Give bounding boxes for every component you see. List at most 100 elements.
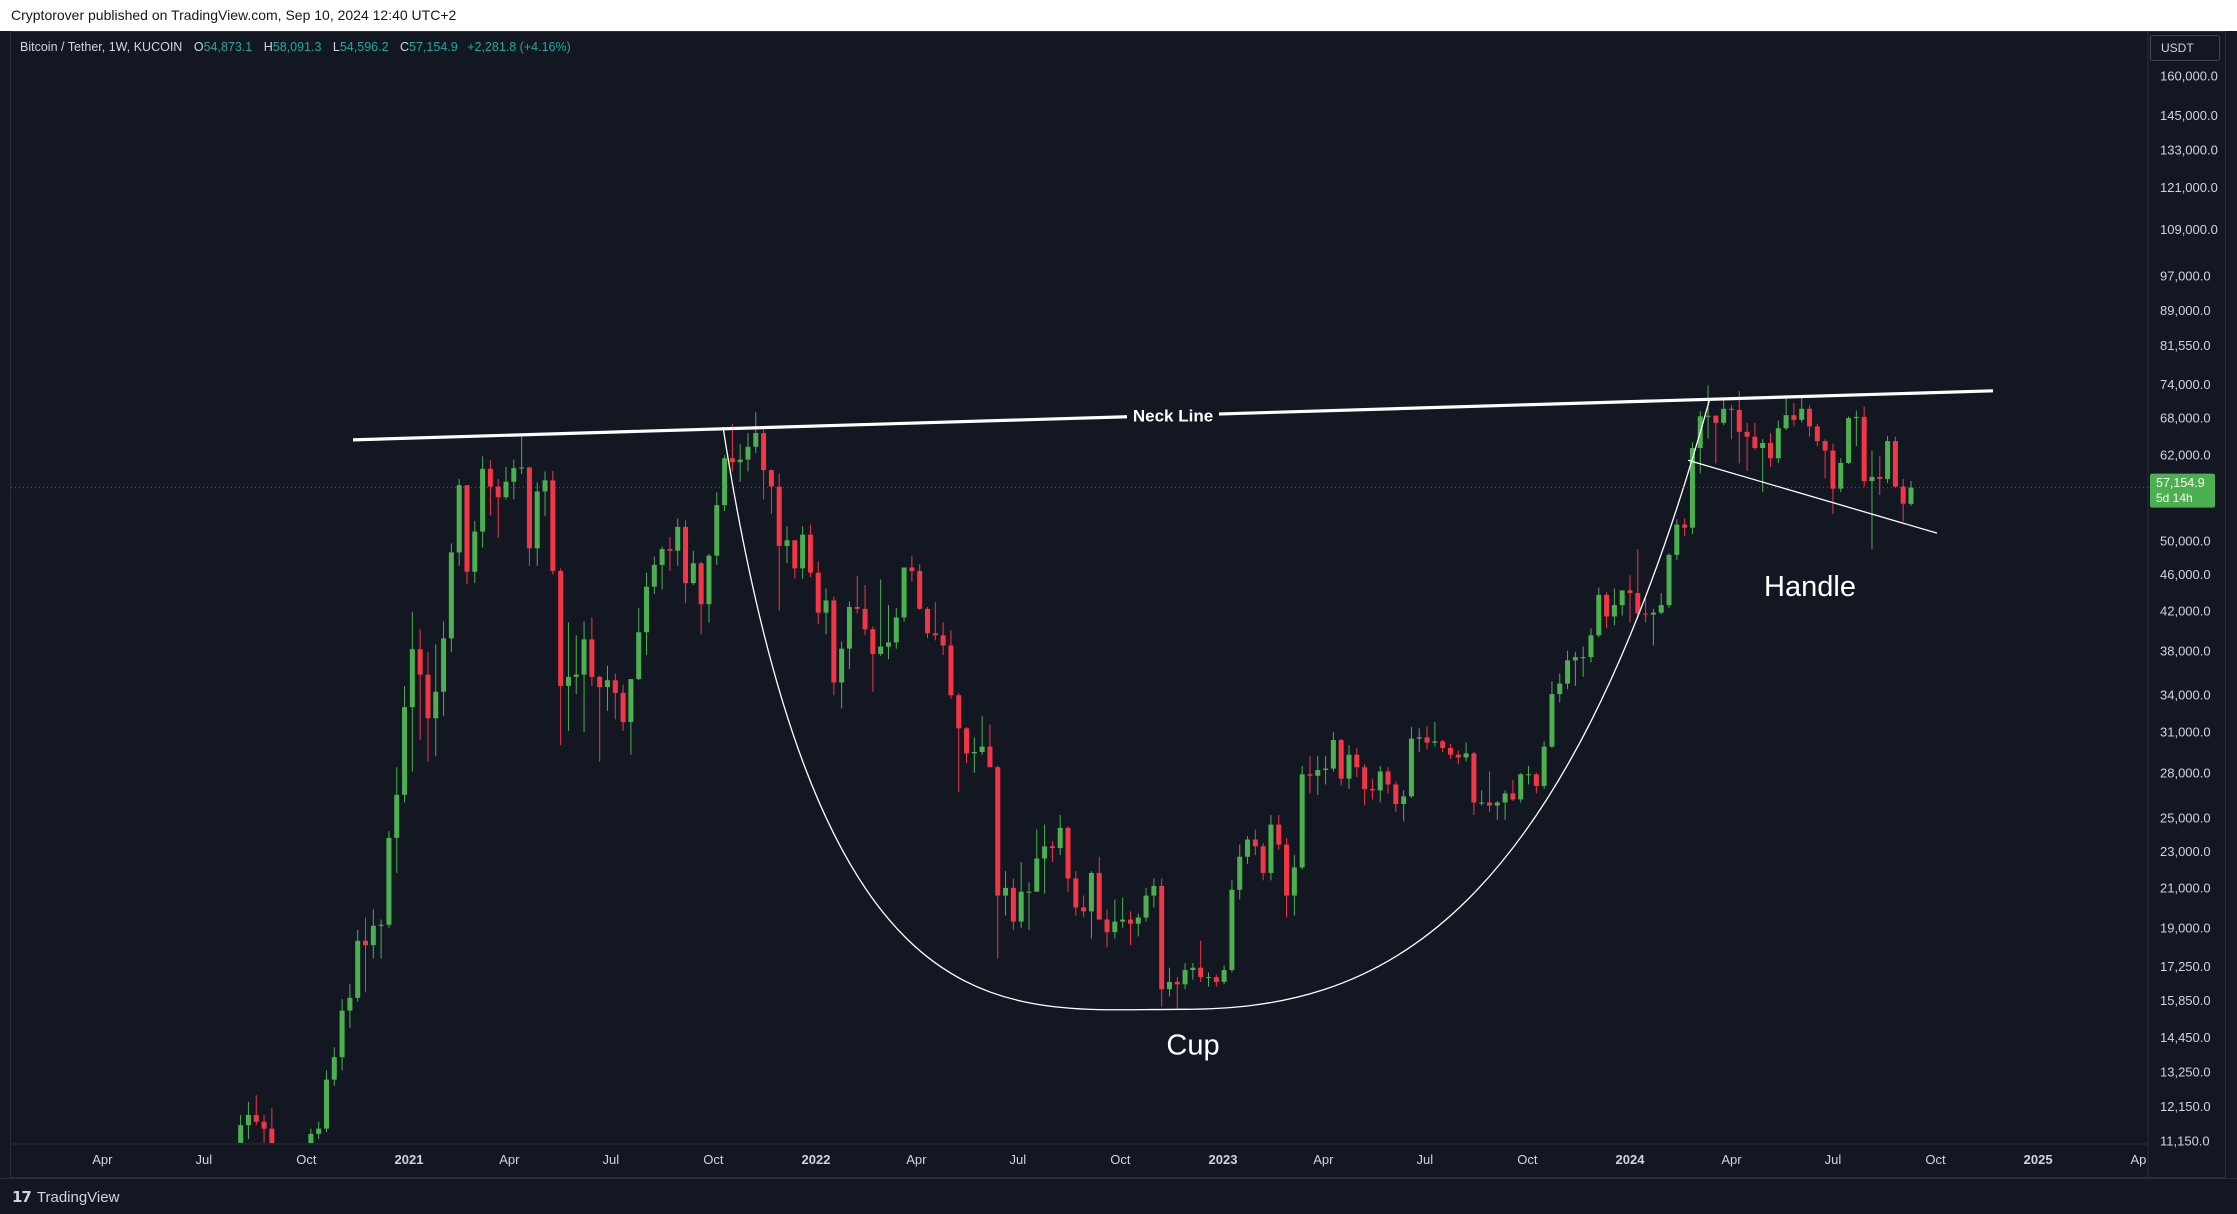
candle (1330, 732, 1336, 772)
candle (1557, 673, 1563, 703)
candle (550, 470, 556, 575)
candle-body (925, 608, 931, 634)
candle (815, 561, 821, 625)
currency-selector[interactable]: USDT (2150, 35, 2220, 61)
candle-body (1237, 856, 1243, 890)
price-tick-label: 42,000.0 (2160, 603, 2211, 618)
candle (722, 455, 728, 512)
price-tick-label: 74,000.0 (2160, 377, 2211, 392)
price-axis[interactable]: 160,000.0 145,000.0 133,000.0 121,000.0 109,… (2147, 32, 2218, 1177)
price-tick-label: 38,000.0 (2160, 643, 2211, 658)
candle-body (487, 468, 493, 487)
time-tick-label: Jul (1417, 1152, 1434, 1167)
publish-header: Cryptorover published on TradingView.com… (0, 0, 2237, 31)
candle-body (1526, 774, 1532, 776)
candle (1650, 608, 1656, 646)
price-tick-label: 23,000.0 (2160, 844, 2211, 859)
candle (503, 466, 509, 500)
candle-body (792, 540, 798, 569)
candle-body (1073, 878, 1079, 908)
candle-body (1760, 442, 1766, 449)
change-value: +2,281.8 (+4.16%) (467, 40, 571, 54)
price-tick-label: 34,000.0 (2160, 688, 2211, 703)
candle-body (683, 526, 689, 584)
candle-body (1245, 839, 1251, 857)
candle (402, 685, 408, 803)
candle (1838, 458, 1844, 493)
symbol-title[interactable]: Bitcoin / Tether, 1W, KUCOIN (20, 40, 183, 54)
candle-body (768, 470, 774, 487)
candle-body (1143, 895, 1149, 918)
price-tick-label: 19,000.0 (2160, 920, 2211, 935)
candle-body (1728, 408, 1734, 410)
candle-body (1354, 754, 1360, 768)
candle-body (558, 570, 564, 686)
candle (1510, 780, 1516, 801)
candle-body (940, 635, 946, 646)
publish-info: Cryptorover published on TradingView.com… (11, 7, 457, 23)
candle-body (979, 746, 985, 752)
bar-countdown: 5d 14h (2156, 491, 2193, 505)
symbol-legend[interactable]: Bitcoin / Tether, 1W, KUCOIN O54,873.1 H… (20, 40, 571, 54)
candle-body (1650, 612, 1656, 615)
candle-body (386, 837, 392, 925)
drawings-layer[interactable]: Neck Line Cup Handle (352, 389, 1994, 1061)
candle (1346, 745, 1352, 789)
candle-body (323, 1079, 329, 1129)
candle-body (722, 458, 728, 506)
candle-body (433, 691, 439, 719)
candle (1213, 974, 1219, 987)
candle (308, 1128, 314, 1143)
candle-body (901, 567, 907, 618)
candle-body (370, 925, 376, 946)
candle-body (854, 606, 860, 609)
candle-body (1541, 746, 1547, 786)
candle (542, 471, 548, 517)
candle-body (331, 1057, 337, 1080)
candle (1822, 439, 1828, 479)
candle-body (1455, 754, 1461, 758)
candle-body (706, 555, 712, 605)
candle-body (885, 642, 891, 647)
candle (1705, 385, 1711, 439)
candle (1713, 415, 1719, 464)
candle (409, 611, 415, 772)
tradingview-logo[interactable]: 𝟭𝟳 TradingView (12, 1187, 119, 1207)
candle-body (995, 767, 1001, 896)
candle-body (1393, 784, 1399, 805)
candle-body (667, 549, 673, 551)
price-tick-label: 21,000.0 (2160, 880, 2211, 895)
candle-body (1213, 977, 1219, 982)
price-tick-label: 28,000.0 (2160, 765, 2211, 780)
candle-body (987, 746, 993, 768)
candle-body (534, 491, 540, 549)
candle (519, 436, 525, 475)
time-axis[interactable]: Apr Jul Oct 2021 Apr Jul Oct 2022 Apr Jul Oct 2023 A… (11, 1143, 2148, 1167)
candle-body (1877, 476, 1883, 479)
candle-body (1229, 889, 1235, 971)
candle-body (1518, 774, 1524, 800)
candle (893, 607, 899, 649)
candle (472, 520, 478, 584)
candle-body (1619, 590, 1625, 606)
candle (253, 1095, 259, 1126)
candle (604, 665, 610, 711)
candle (425, 651, 431, 762)
candle-body (628, 679, 634, 722)
candle (1526, 765, 1532, 785)
candle (1596, 587, 1602, 638)
candle-body (464, 485, 470, 572)
candle (1221, 965, 1227, 985)
candle (1034, 829, 1040, 892)
candle (1323, 756, 1329, 785)
candle-body (831, 600, 837, 683)
candle-body (573, 674, 579, 677)
candle-body (1003, 887, 1009, 896)
price-tick-label: 46,000.0 (2160, 567, 2211, 582)
price-tick-label: 15,850.0 (2160, 993, 2211, 1008)
candle-body (1783, 415, 1789, 429)
candle (854, 576, 860, 614)
candle-body (1284, 844, 1290, 896)
candle-body (1814, 426, 1820, 442)
